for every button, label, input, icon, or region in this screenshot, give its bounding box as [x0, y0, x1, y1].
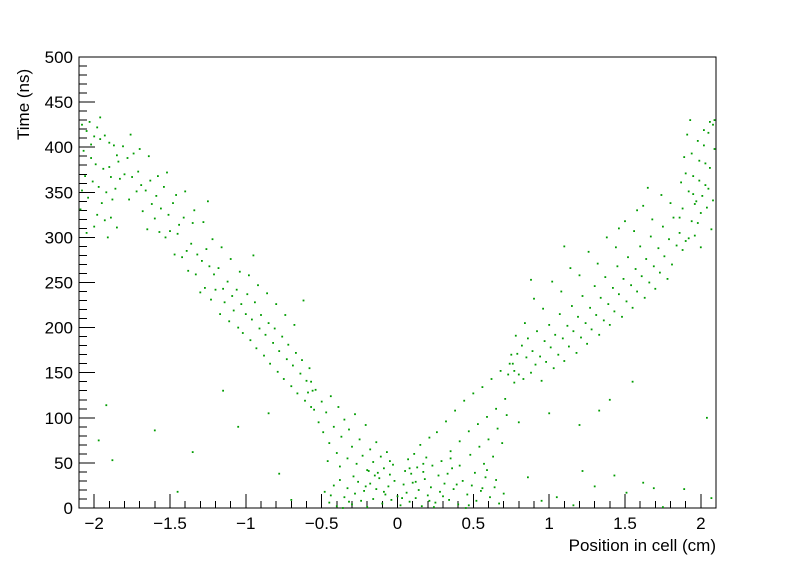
y-tick-label: 0	[64, 499, 73, 518]
y-tick-label: 100	[45, 409, 73, 428]
x-axis-title: Position in cell (cm)	[569, 536, 716, 555]
plot-frame	[78, 56, 717, 509]
x-tick-label: 1	[544, 514, 553, 533]
y-axis-tick-labels: 0 50 100 150 200 250 300 350 400 450 500	[45, 48, 73, 518]
x-axis-major-ticks	[93, 494, 702, 508]
y-tick-label: 400	[45, 138, 73, 157]
y-tick-label: 150	[45, 364, 73, 383]
data-points	[79, 116, 716, 509]
x-tick-label: −0.5	[305, 514, 339, 533]
y-tick-label: 350	[45, 183, 73, 202]
y-tick-label: 200	[45, 319, 73, 338]
x-axis-tick-labels: −2 −1.5 −1 −0.5 0 0.5 1 1.5 2	[84, 514, 705, 533]
y-axis-title: Time (ns)	[14, 69, 33, 140]
x-tick-label: 2	[696, 514, 705, 533]
y-tick-label: 250	[45, 274, 73, 293]
x-tick-label: −2	[84, 514, 103, 533]
y-tick-label: 300	[45, 228, 73, 247]
x-tick-label: −1	[236, 514, 255, 533]
y-tick-label: 50	[54, 454, 73, 473]
x-tick-label: −1.5	[153, 514, 187, 533]
x-tick-label: 0	[393, 514, 402, 533]
y-axis-major-ticks	[79, 56, 95, 509]
y-tick-label: 450	[45, 93, 73, 112]
x-tick-label: 1.5	[613, 514, 637, 533]
x-tick-label: 0.5	[462, 514, 486, 533]
y-tick-label: 500	[45, 48, 73, 67]
